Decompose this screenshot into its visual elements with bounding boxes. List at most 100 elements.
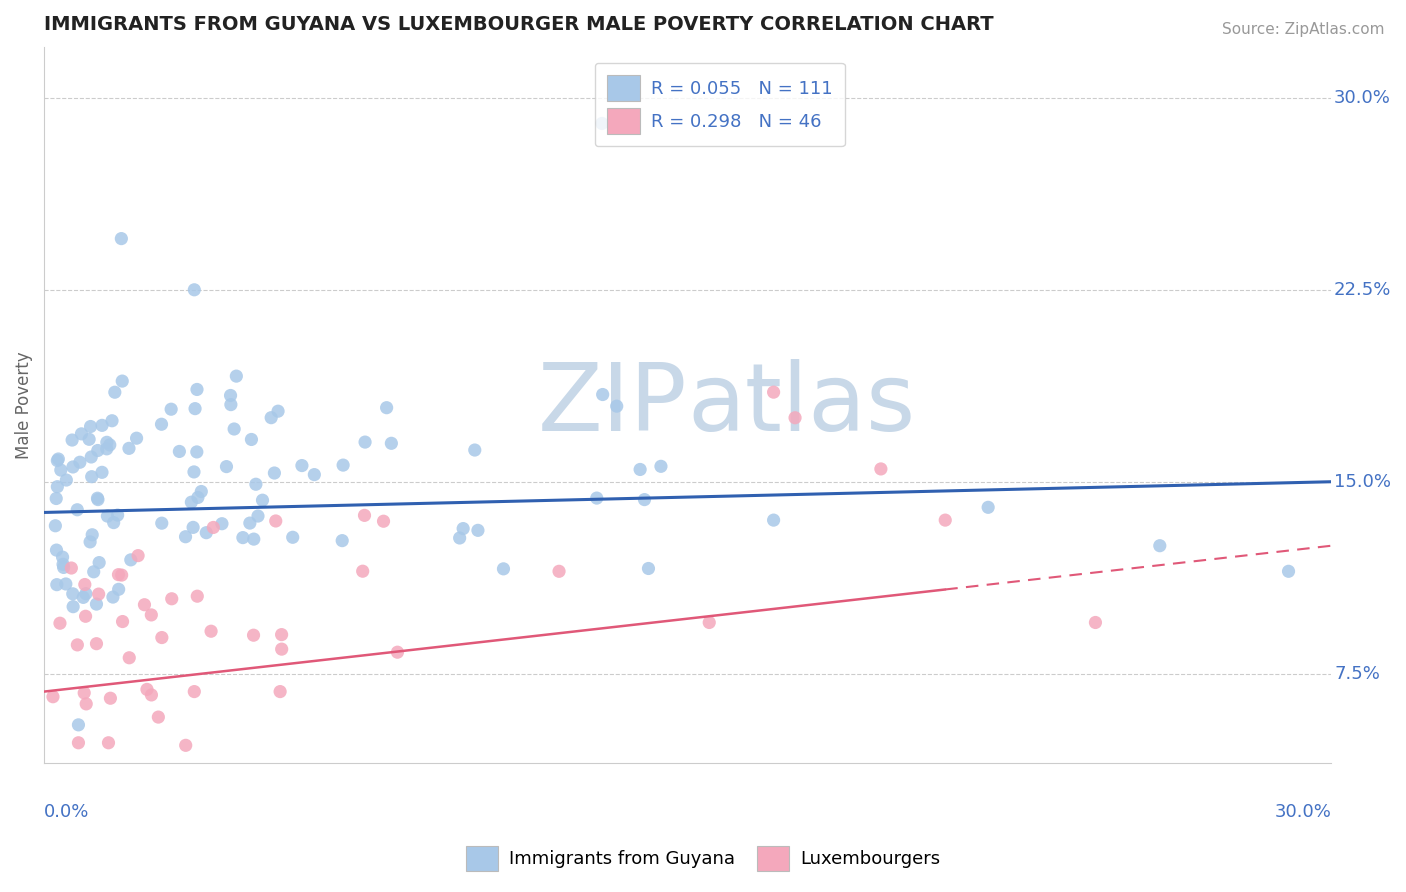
- Point: [585, 491, 607, 505]
- Point: [225, 369, 247, 384]
- Point: [80, 469, 103, 483]
- Point: [354, 435, 377, 450]
- Point: [60, 433, 83, 447]
- Point: [66, 502, 89, 516]
- Point: [697, 615, 720, 630]
- Point: [186, 445, 208, 459]
- Point: [184, 401, 207, 416]
- Point: [264, 514, 287, 528]
- Point: [80, 450, 103, 464]
- Point: [263, 466, 285, 480]
- Point: [62, 587, 84, 601]
- Point: [160, 402, 183, 417]
- Point: [101, 590, 124, 604]
- Point: [270, 642, 292, 657]
- Point: [127, 549, 149, 563]
- Point: [107, 567, 129, 582]
- Point: [260, 410, 283, 425]
- Point: [111, 374, 134, 388]
- Point: [52, 550, 75, 565]
- Point: [75, 609, 97, 624]
- Point: [73, 686, 96, 700]
- Point: [98, 438, 121, 452]
- Point: [52, 558, 75, 572]
- Point: [75, 697, 97, 711]
- Point: [200, 624, 222, 639]
- Point: [215, 459, 238, 474]
- Point: [83, 565, 105, 579]
- Point: [304, 467, 326, 482]
- Point: [46, 452, 69, 467]
- Point: [242, 628, 264, 642]
- Point: [633, 492, 655, 507]
- Point: [79, 419, 101, 434]
- Point: [195, 525, 218, 540]
- Point: [42, 690, 65, 704]
- Point: [107, 582, 129, 597]
- Point: [380, 436, 402, 450]
- Point: [353, 508, 375, 523]
- Point: [141, 688, 163, 702]
- Point: [150, 417, 173, 432]
- Point: [783, 410, 806, 425]
- Point: [246, 509, 269, 524]
- Point: [239, 516, 262, 530]
- Point: [86, 597, 108, 611]
- Point: [187, 491, 209, 505]
- Point: [110, 231, 132, 245]
- Text: atlas: atlas: [688, 359, 917, 451]
- Point: [451, 522, 474, 536]
- Point: [387, 645, 409, 659]
- Point: [62, 599, 84, 614]
- Point: [46, 453, 69, 467]
- Point: [628, 462, 651, 476]
- Text: 30.0%: 30.0%: [1275, 803, 1331, 821]
- Point: [52, 560, 75, 574]
- Text: 22.5%: 22.5%: [1334, 281, 1392, 299]
- Point: [1277, 564, 1299, 578]
- Point: [86, 491, 108, 506]
- Point: [160, 591, 183, 606]
- Text: 0.0%: 0.0%: [44, 803, 90, 821]
- Point: [467, 524, 489, 538]
- Point: [219, 398, 242, 412]
- Point: [373, 514, 395, 528]
- Point: [73, 577, 96, 591]
- Point: [202, 520, 225, 534]
- Point: [86, 637, 108, 651]
- Point: [281, 530, 304, 544]
- Point: [330, 533, 353, 548]
- Point: [82, 528, 104, 542]
- Point: [270, 627, 292, 641]
- Point: [174, 530, 197, 544]
- Point: [219, 388, 242, 402]
- Point: [232, 531, 254, 545]
- Point: [49, 616, 72, 631]
- Point: [101, 414, 124, 428]
- Point: [449, 531, 471, 545]
- Point: [375, 401, 398, 415]
- Point: [267, 404, 290, 418]
- Legend: Immigrants from Guyana, Luxembourgers: Immigrants from Guyana, Luxembourgers: [458, 838, 948, 879]
- Point: [934, 513, 956, 527]
- Point: [70, 426, 93, 441]
- Point: [240, 433, 263, 447]
- Point: [107, 508, 129, 522]
- Point: [111, 568, 134, 582]
- Point: [67, 736, 90, 750]
- Point: [492, 562, 515, 576]
- Point: [45, 543, 67, 558]
- Point: [97, 736, 120, 750]
- Point: [650, 459, 672, 474]
- Point: [186, 589, 208, 603]
- Point: [1149, 539, 1171, 553]
- Y-axis label: Male Poverty: Male Poverty: [15, 351, 32, 458]
- Point: [136, 682, 159, 697]
- Point: [174, 739, 197, 753]
- Point: [180, 495, 202, 509]
- Point: [89, 556, 111, 570]
- Point: [242, 532, 264, 546]
- Point: [186, 383, 208, 397]
- Point: [762, 385, 785, 400]
- Point: [79, 534, 101, 549]
